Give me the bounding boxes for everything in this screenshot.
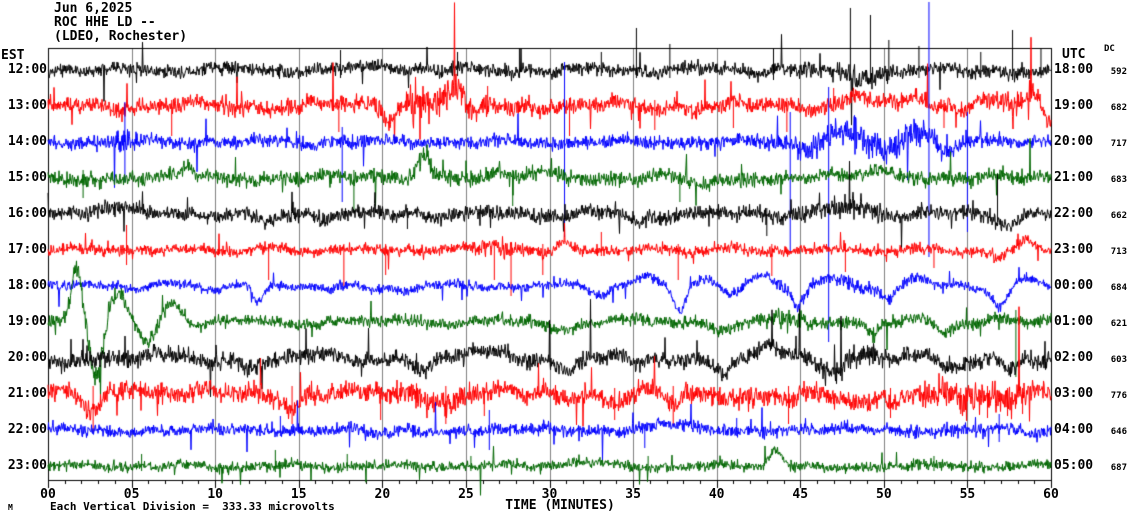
est-time-label: 13:00 xyxy=(7,98,47,113)
dc-value: 592 xyxy=(1110,67,1127,77)
utc-time-label: 19:00 xyxy=(1054,98,1094,113)
x-tick-label: 00 xyxy=(40,487,56,502)
dc-value: 603 xyxy=(1110,355,1127,365)
est-time-label: 20:00 xyxy=(7,350,47,365)
est-time-label: 17:00 xyxy=(7,242,47,257)
dc-value: 621 xyxy=(1110,319,1127,329)
utc-time-label: 02:00 xyxy=(1054,350,1094,365)
left-timezone-label: EST xyxy=(1,48,25,63)
est-time-label: 14:00 xyxy=(7,134,47,149)
x-tick-label: 30 xyxy=(541,487,558,502)
x-tick-label: 15 xyxy=(290,487,307,502)
x-tick-label: 20 xyxy=(374,487,391,502)
dc-value: 683 xyxy=(1110,175,1127,185)
est-time-label: 23:00 xyxy=(7,458,47,473)
utc-time-label: 21:00 xyxy=(1054,170,1094,185)
header-network: (LDEO, Rochester) xyxy=(54,29,188,44)
x-tick-label: 25 xyxy=(458,487,474,502)
x-tick-label: 50 xyxy=(876,487,892,502)
dc-value: 684 xyxy=(1110,283,1127,293)
est-time-label: 21:00 xyxy=(7,386,47,401)
x-tick-label: 55 xyxy=(959,487,976,502)
dc-value: 717 xyxy=(1110,139,1127,149)
x-tick-label: 45 xyxy=(792,487,809,502)
est-time-label: 18:00 xyxy=(7,278,47,293)
right-timezone-label: UTC xyxy=(1062,47,1086,62)
header-station: ROC HHE LD -- xyxy=(54,15,156,30)
utc-time-label: 18:00 xyxy=(1054,62,1094,77)
x-tick-label: 35 xyxy=(625,487,641,502)
utc-time-label: 04:00 xyxy=(1054,422,1094,437)
x-tick-label: 60 xyxy=(1043,487,1059,502)
vertical-division-footnote: Each Vertical Division = 333.33 microvol… xyxy=(50,500,335,513)
est-time-label: 15:00 xyxy=(7,170,47,185)
x-tick-label: 40 xyxy=(708,487,725,502)
dc-value: 662 xyxy=(1110,211,1127,221)
utc-time-label: 03:00 xyxy=(1054,386,1094,401)
x-tick-label: 05 xyxy=(123,487,140,502)
dc-value: 682 xyxy=(1110,103,1127,113)
dc-value: 687 xyxy=(1110,463,1127,473)
utc-time-label: 22:00 xyxy=(1054,206,1094,221)
utc-time-label: 23:00 xyxy=(1054,242,1094,257)
est-time-label: 16:00 xyxy=(7,206,47,221)
utc-time-label: 01:00 xyxy=(1054,314,1094,329)
x-tick-label: 10 xyxy=(207,487,223,502)
utc-time-label: 00:00 xyxy=(1054,278,1094,293)
dc-value: 776 xyxy=(1110,391,1127,401)
corner-glyph: M xyxy=(8,503,13,512)
utc-time-label: 20:00 xyxy=(1054,134,1094,149)
x-axis-title: TIME (MINUTES) xyxy=(505,498,615,513)
est-time-label: 19:00 xyxy=(7,314,47,329)
est-time-label: 12:00 xyxy=(7,62,47,77)
header-date: Jun 6,2025 xyxy=(54,1,133,16)
dc-value: 713 xyxy=(1110,247,1127,257)
dc-value: 646 xyxy=(1110,427,1127,437)
est-time-label: 22:00 xyxy=(7,422,47,437)
dc-column-header: DC xyxy=(1104,44,1115,54)
utc-time-label: 05:00 xyxy=(1054,458,1094,473)
